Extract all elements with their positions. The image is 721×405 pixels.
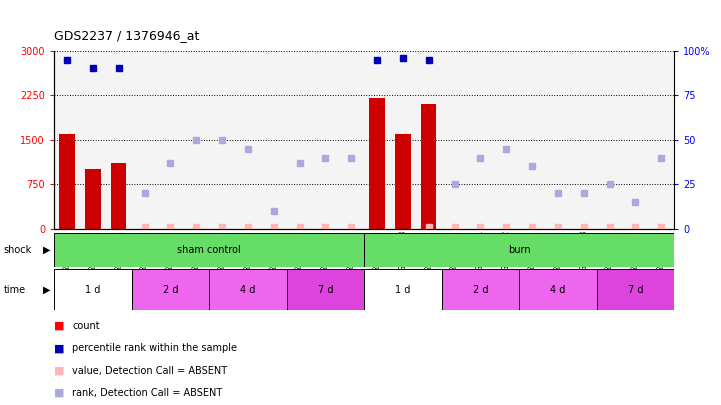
Bar bbox=[261, 51, 286, 229]
Bar bbox=[493, 51, 519, 229]
Text: 1 d: 1 d bbox=[85, 285, 100, 294]
Bar bbox=[571, 51, 596, 229]
Bar bbox=[421, 104, 436, 229]
Text: percentile rank within the sample: percentile rank within the sample bbox=[72, 343, 237, 353]
Bar bbox=[131, 269, 209, 310]
Bar bbox=[106, 51, 131, 229]
Bar bbox=[85, 169, 100, 229]
Bar bbox=[209, 269, 286, 310]
Text: burn: burn bbox=[508, 245, 531, 255]
Text: shock: shock bbox=[4, 245, 32, 255]
Text: ■: ■ bbox=[54, 366, 65, 375]
Bar bbox=[622, 51, 648, 229]
Bar bbox=[596, 269, 674, 310]
Text: ■: ■ bbox=[54, 388, 65, 398]
Bar bbox=[54, 269, 131, 310]
Bar bbox=[395, 134, 410, 229]
Text: sham control: sham control bbox=[177, 245, 241, 255]
Bar bbox=[441, 51, 467, 229]
Bar bbox=[157, 51, 183, 229]
Bar bbox=[54, 233, 364, 267]
Text: 4 d: 4 d bbox=[240, 285, 255, 294]
Bar bbox=[364, 233, 674, 267]
Text: ▶: ▶ bbox=[43, 245, 50, 255]
Bar bbox=[369, 98, 385, 229]
Text: GDS2237 / 1376946_at: GDS2237 / 1376946_at bbox=[54, 30, 200, 43]
Text: ■: ■ bbox=[54, 343, 65, 353]
Bar bbox=[441, 269, 519, 310]
Text: 1 d: 1 d bbox=[395, 285, 410, 294]
Bar bbox=[183, 51, 209, 229]
Text: 4 d: 4 d bbox=[550, 285, 565, 294]
Bar bbox=[235, 51, 261, 229]
Text: 7 d: 7 d bbox=[318, 285, 333, 294]
Bar bbox=[648, 51, 674, 229]
Bar bbox=[312, 51, 338, 229]
Text: rank, Detection Call = ABSENT: rank, Detection Call = ABSENT bbox=[72, 388, 222, 398]
Bar bbox=[519, 269, 597, 310]
Text: 2 d: 2 d bbox=[163, 285, 178, 294]
Bar bbox=[545, 51, 571, 229]
Bar bbox=[209, 51, 235, 229]
Bar bbox=[416, 51, 441, 229]
Bar bbox=[338, 51, 364, 229]
Bar bbox=[364, 269, 441, 310]
Bar bbox=[467, 51, 493, 229]
Bar bbox=[286, 269, 364, 310]
Bar bbox=[390, 51, 416, 229]
Text: count: count bbox=[72, 321, 99, 331]
Bar bbox=[131, 51, 157, 229]
Bar bbox=[519, 51, 545, 229]
Bar bbox=[59, 134, 75, 229]
Text: value, Detection Call = ABSENT: value, Detection Call = ABSENT bbox=[72, 366, 227, 375]
Text: 2 d: 2 d bbox=[473, 285, 488, 294]
Text: time: time bbox=[4, 285, 26, 294]
Bar bbox=[364, 51, 390, 229]
Text: ▶: ▶ bbox=[43, 285, 50, 294]
Bar bbox=[286, 51, 312, 229]
Bar bbox=[596, 51, 622, 229]
Text: 7 d: 7 d bbox=[628, 285, 643, 294]
Bar bbox=[54, 51, 80, 229]
Bar bbox=[111, 164, 126, 229]
Text: ■: ■ bbox=[54, 321, 65, 331]
Bar bbox=[80, 51, 106, 229]
